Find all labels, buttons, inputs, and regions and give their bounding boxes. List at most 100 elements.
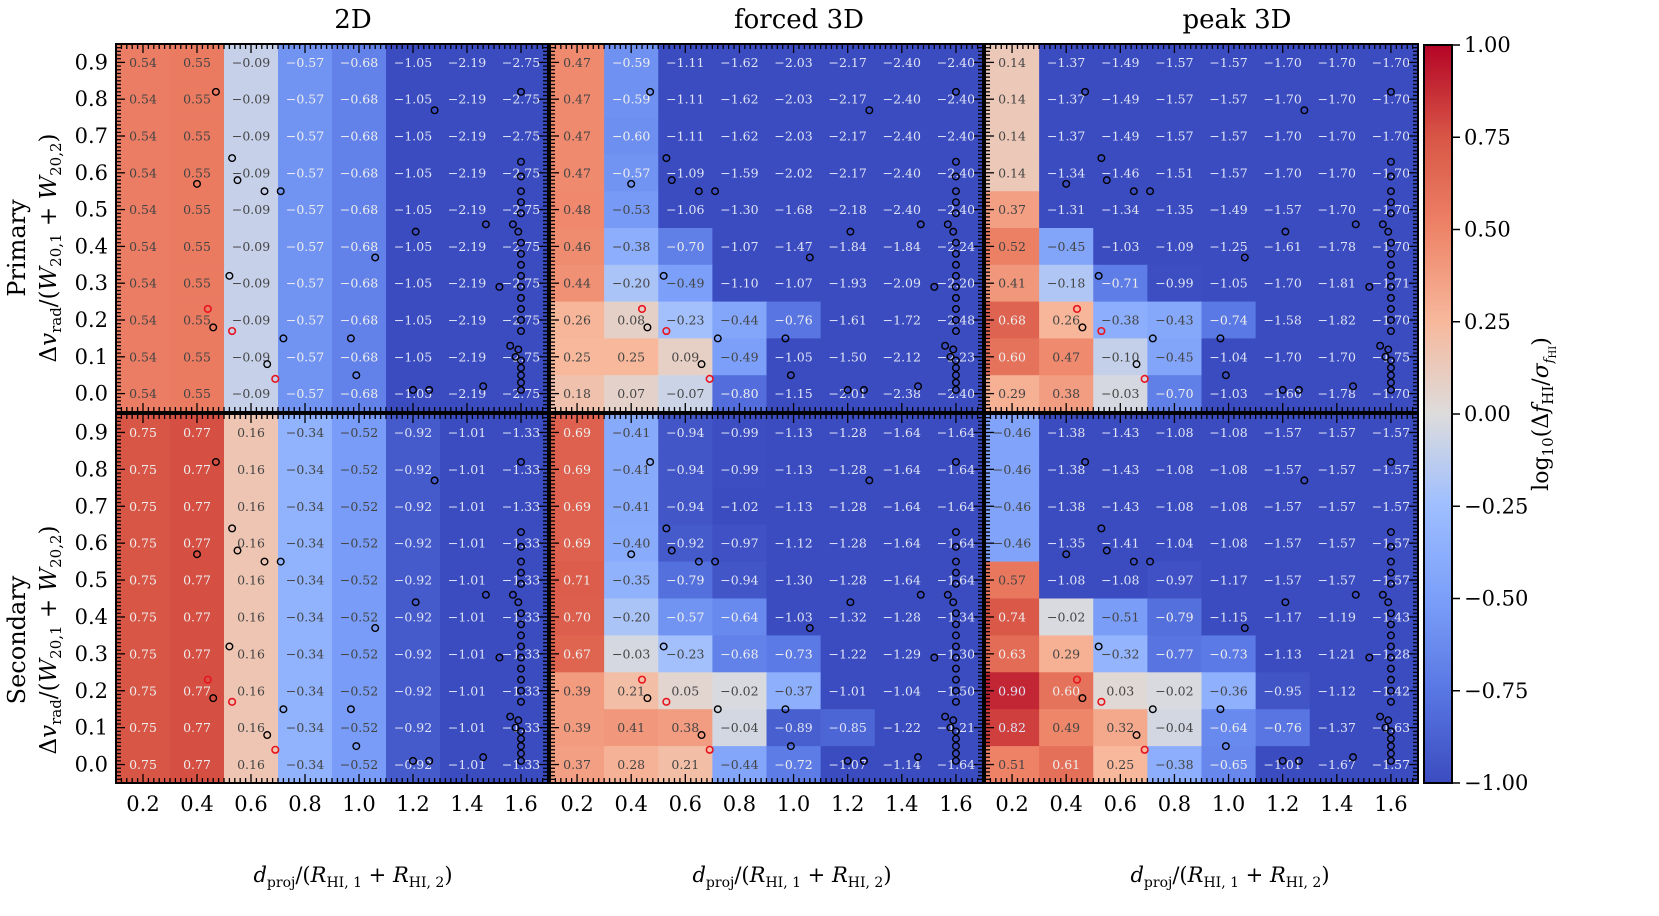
cell-value: −2.19 xyxy=(448,165,486,180)
cell-value: −2.19 xyxy=(448,313,486,328)
heatmap-cell xyxy=(1255,561,1311,600)
y-tick-label: 0.7 xyxy=(75,494,108,518)
cell-value: −0.46 xyxy=(993,462,1031,477)
heatmap-cell xyxy=(712,635,768,673)
pair-marker xyxy=(916,590,925,599)
cell-value: −0.92 xyxy=(394,646,432,661)
pair-marker xyxy=(1278,385,1287,394)
cell-value: −1.30 xyxy=(774,573,812,588)
pair-marker-red xyxy=(1072,675,1082,684)
pair-marker xyxy=(941,341,950,350)
pair-marker xyxy=(211,457,220,466)
pair-marker xyxy=(916,220,925,229)
cell-value: −1.67 xyxy=(1318,757,1356,772)
cell-value: −1.38 xyxy=(1047,425,1085,440)
cell-value: −0.20 xyxy=(612,609,650,624)
pair-marker xyxy=(1386,568,1395,577)
cell-value: −1.02 xyxy=(720,499,758,514)
heatmap-cell xyxy=(116,635,171,673)
x-tick-label: 0.4 xyxy=(614,792,647,816)
heatmap-cell xyxy=(1039,561,1094,600)
y-tick-label: 0.1 xyxy=(75,716,108,740)
heatmap-cell xyxy=(1201,80,1257,119)
heatmap-cell xyxy=(1309,487,1365,526)
pair-marker xyxy=(1378,590,1387,599)
pair-marker xyxy=(786,371,795,380)
cell-value: 0.55 xyxy=(183,92,211,107)
cell-value: 0.74 xyxy=(998,609,1026,624)
cell-value: −1.50 xyxy=(937,683,975,698)
pair-marker xyxy=(517,542,526,551)
heatmap-cell xyxy=(386,154,441,192)
heatmap-cell xyxy=(820,524,876,563)
pair-marker xyxy=(517,675,526,684)
cell-value: −0.52 xyxy=(340,683,378,698)
cell-value: −0.92 xyxy=(394,499,432,514)
heatmap-cell xyxy=(116,487,171,526)
cell-value: −0.34 xyxy=(286,757,324,772)
heatmap-cell xyxy=(1309,598,1365,636)
pair-marker xyxy=(1351,590,1360,599)
cell-value: −1.12 xyxy=(1318,683,1356,698)
heatmap-cell xyxy=(658,487,713,526)
heatmap-cell xyxy=(386,709,441,747)
cell-value: 0.16 xyxy=(237,573,265,588)
cell-value: 0.48 xyxy=(563,202,591,217)
heatmap-cell xyxy=(1201,672,1257,710)
heatmap-cell xyxy=(658,635,713,673)
cell-value: −1.72 xyxy=(883,313,921,328)
heatmap-cell xyxy=(1039,598,1094,636)
cell-value: −0.52 xyxy=(340,573,378,588)
pair-marker xyxy=(865,106,874,115)
heatmap-cell xyxy=(170,154,225,192)
cell-value: −0.35 xyxy=(612,573,650,588)
pair-marker xyxy=(1376,341,1385,350)
cell-value: −1.46 xyxy=(1101,165,1139,180)
heatmap-cell xyxy=(1255,672,1311,710)
cell-value: −0.40 xyxy=(612,536,650,551)
pair-marker xyxy=(1386,742,1395,751)
heatmap-cell xyxy=(874,524,930,563)
heatmap-cell xyxy=(278,672,333,710)
cell-value: 0.54 xyxy=(129,239,157,254)
pair-marker xyxy=(508,590,517,599)
pair-marker xyxy=(517,356,526,365)
pair-marker xyxy=(859,385,868,394)
cell-value: −0.65 xyxy=(1209,757,1247,772)
heatmap-cell xyxy=(1093,301,1148,339)
cell-value: −1.07 xyxy=(774,276,812,291)
heatmap-cell xyxy=(766,635,822,673)
y-tick-label: 0.0 xyxy=(75,753,108,777)
cell-value: 0.39 xyxy=(563,720,591,735)
heatmap-cell xyxy=(658,598,713,636)
pair-marker xyxy=(951,664,960,673)
cell-value: −0.70 xyxy=(1155,386,1193,401)
heatmap-cell xyxy=(1093,672,1148,710)
cell-value: −0.85 xyxy=(829,720,867,735)
pair-marker xyxy=(1062,179,1071,188)
cell-value: −2.17 xyxy=(829,165,867,180)
heatmap-cell xyxy=(1201,561,1257,600)
cell-value: −2.19 xyxy=(448,239,486,254)
heatmap-cell xyxy=(658,80,713,119)
pair-marker xyxy=(951,385,960,394)
heatmap-cell xyxy=(985,228,1040,266)
cell-value: −2.03 xyxy=(774,55,812,70)
pair-marker xyxy=(425,385,434,394)
cell-value: 0.75 xyxy=(129,536,157,551)
pair-marker xyxy=(1386,631,1395,640)
heatmap-cell xyxy=(278,487,333,526)
cell-value: −2.40 xyxy=(937,55,975,70)
cell-value: −1.33 xyxy=(502,683,540,698)
pair-marker xyxy=(517,664,526,673)
heatmap-cell xyxy=(874,635,930,673)
cell-value: 0.55 xyxy=(183,165,211,180)
heatmap-cell xyxy=(278,191,333,229)
heatmap-cell xyxy=(440,228,495,266)
pair-marker xyxy=(1386,579,1395,588)
cell-value: −0.52 xyxy=(340,425,378,440)
cell-value: 0.25 xyxy=(563,349,591,364)
cell-value: −1.64 xyxy=(883,573,921,588)
x-tick-label: 0.2 xyxy=(126,792,159,816)
cell-value: −0.57 xyxy=(286,349,324,364)
